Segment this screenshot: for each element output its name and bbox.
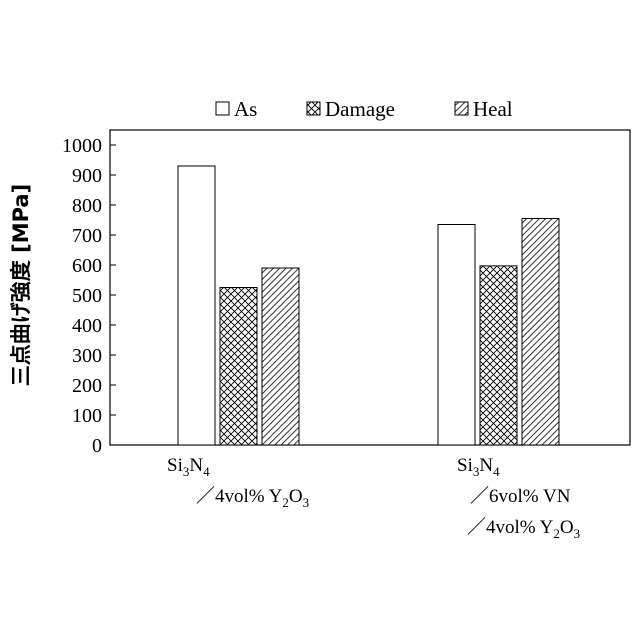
x-category-label: Si3N4: [457, 455, 500, 479]
y-axis: 0 100 200 300 400 500 600 700 800 900 1000: [62, 135, 116, 457]
y-tick-label: 400: [72, 315, 102, 337]
y-tick-label: 200: [72, 375, 102, 397]
legend-swatch-as: [216, 102, 229, 115]
legend-label-damage: Damage: [325, 97, 395, 121]
bars: [178, 166, 559, 445]
y-tick-label: 600: [72, 255, 102, 277]
bar-as-1: [178, 166, 215, 445]
x-category-label: Si3N4: [167, 455, 210, 479]
y-tick-label: 100: [72, 405, 102, 427]
x-axis-labels: Si3N4 ／4vol% Y2O3 Si3N4 ／6vol% VN ／4vol% Y2O…: [167, 455, 580, 541]
y-tick-label: 300: [72, 345, 102, 367]
y-axis-label: 三点曲げ強度 [MPa]: [9, 184, 33, 386]
y-tick-label: 900: [72, 165, 102, 187]
bar-damage-2: [480, 266, 517, 445]
y-tick-label: 1000: [62, 135, 102, 157]
legend-label-as: As: [234, 97, 257, 121]
legend: As Damage Heal: [216, 97, 513, 121]
bar-heal-2: [522, 219, 559, 446]
legend-swatch-heal: [455, 102, 468, 115]
y-tick-label: 500: [72, 285, 102, 307]
x-category-label: ／6vol% VN: [470, 485, 571, 507]
bar-heal-1: [262, 268, 299, 445]
y-tick-label: 700: [72, 225, 102, 247]
y-tick-label: 0: [92, 435, 102, 457]
bar-damage-1: [220, 288, 257, 446]
x-category-label: ／4vol% Y2O3: [467, 516, 580, 541]
bar-as-2: [438, 225, 475, 446]
legend-swatch-damage: [307, 102, 320, 115]
x-category-label: ／4vol% Y2O3: [196, 485, 309, 510]
legend-label-heal: Heal: [473, 97, 513, 121]
y-tick-label: 800: [72, 195, 102, 217]
